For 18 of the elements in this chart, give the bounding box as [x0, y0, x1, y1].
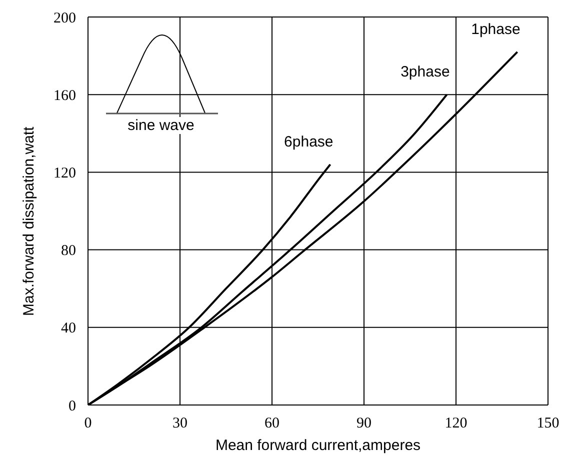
- x-tick-label: 120: [444, 416, 468, 432]
- x-tick-label: 0: [84, 416, 92, 432]
- y-axis-title: Max.forward dissipation,watt: [20, 126, 38, 316]
- x-tick-label: 30: [172, 416, 188, 432]
- x-tick-label: 150: [536, 416, 560, 432]
- y-tick-label: 40: [61, 320, 76, 337]
- x-axis-title: Mean forward current,amperes: [215, 437, 421, 454]
- y-tick-label: 200: [54, 10, 76, 26]
- series-label: 1phase: [471, 20, 520, 38]
- y-tick-label: 120: [54, 166, 76, 182]
- x-tick-label: 60: [264, 416, 280, 432]
- y-tick-label: 80: [61, 243, 76, 260]
- x-tick-label: 90: [356, 416, 372, 432]
- y-tick-label: 0: [68, 398, 76, 414]
- series-label: 6phase: [284, 133, 334, 150]
- series-label: 3phase: [400, 64, 450, 81]
- annotation: sine wave: [115, 117, 207, 134]
- y-tick-label: 160: [54, 88, 76, 104]
